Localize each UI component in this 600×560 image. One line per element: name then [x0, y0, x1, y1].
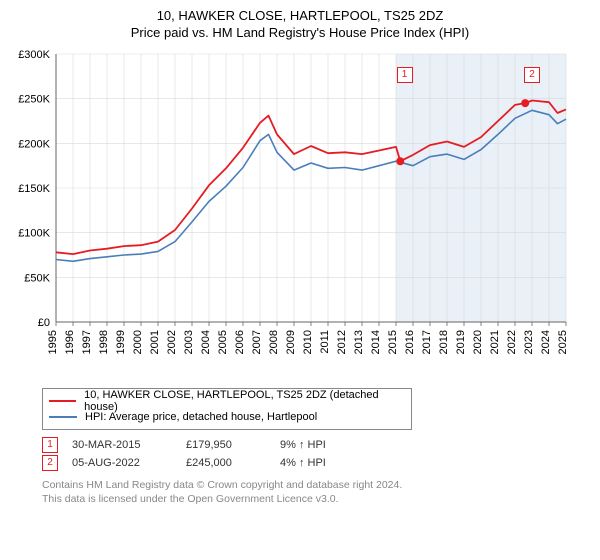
callout-box: 2 — [524, 67, 540, 83]
legend-swatch-1 — [49, 400, 76, 402]
footer-line2: This data is licensed under the Open Gov… — [42, 492, 582, 506]
svg-text:1997: 1997 — [81, 330, 93, 354]
svg-text:2007: 2007 — [251, 330, 263, 354]
svg-text:2013: 2013 — [353, 330, 365, 354]
transaction-delta: 9% ↑ HPI — [280, 439, 380, 451]
svg-text:2003: 2003 — [183, 330, 195, 354]
transaction-delta: 4% ↑ HPI — [280, 457, 380, 469]
svg-text:2014: 2014 — [370, 330, 382, 354]
svg-text:1998: 1998 — [98, 330, 110, 354]
svg-text:2021: 2021 — [489, 330, 501, 354]
svg-text:2020: 2020 — [472, 330, 484, 354]
svg-text:2023: 2023 — [523, 330, 535, 354]
svg-text:2017: 2017 — [421, 330, 433, 354]
svg-text:2022: 2022 — [506, 330, 518, 354]
legend-item-1: 10, HAWKER CLOSE, HARTLEPOOL, TS25 2DZ (… — [49, 393, 405, 409]
svg-text:£100K: £100K — [18, 228, 50, 240]
svg-text:£200K: £200K — [18, 138, 50, 150]
svg-text:£0: £0 — [38, 317, 50, 329]
transaction-price: £245,000 — [186, 457, 266, 469]
chart-area: £0 £50K £100K £150K £200K £250K £300K 1995 1996 1… — [10, 48, 590, 378]
svg-text:2011: 2011 — [319, 330, 331, 354]
legend-label-2: HPI: Average price, detached house, Hart… — [85, 411, 317, 423]
svg-text:2024: 2024 — [540, 330, 552, 354]
line-chart-svg: £0 £50K £100K £150K £200K £250K £300K 1995 1996 1… — [10, 48, 570, 378]
svg-text:£150K: £150K — [18, 183, 50, 195]
transaction-table: 1 30-MAR-2015 £179,950 9% ↑ HPI 2 05-AUG… — [42, 436, 582, 472]
footer: Contains HM Land Registry data © Crown c… — [42, 478, 582, 506]
transaction-row: 1 30-MAR-2015 £179,950 9% ↑ HPI — [42, 436, 582, 454]
svg-text:2009: 2009 — [285, 330, 297, 354]
svg-text:2019: 2019 — [455, 330, 467, 354]
title-line2: Price paid vs. HM Land Registry's House … — [10, 25, 590, 40]
svg-text:1999: 1999 — [115, 330, 127, 354]
svg-text:£50K: £50K — [24, 272, 50, 284]
legend: 10, HAWKER CLOSE, HARTLEPOOL, TS25 2DZ (… — [42, 388, 412, 430]
legend-label-1: 10, HAWKER CLOSE, HARTLEPOOL, TS25 2DZ (… — [84, 389, 405, 413]
svg-text:£300K: £300K — [18, 49, 50, 61]
callout-box: 1 — [397, 67, 413, 83]
svg-text:2008: 2008 — [268, 330, 280, 354]
legend-swatch-2 — [49, 416, 77, 418]
svg-text:2005: 2005 — [217, 330, 229, 354]
svg-text:£250K: £250K — [18, 94, 50, 106]
transaction-date: 30-MAR-2015 — [72, 439, 172, 451]
svg-text:2010: 2010 — [302, 330, 314, 354]
svg-text:2025: 2025 — [557, 330, 569, 354]
transaction-price: £179,950 — [186, 439, 266, 451]
transaction-date: 05-AUG-2022 — [72, 457, 172, 469]
footer-line1: Contains HM Land Registry data © Crown c… — [42, 478, 582, 492]
transaction-row: 2 05-AUG-2022 £245,000 4% ↑ HPI — [42, 454, 582, 472]
svg-text:2016: 2016 — [404, 330, 416, 354]
svg-text:2004: 2004 — [200, 330, 212, 354]
svg-text:2018: 2018 — [438, 330, 450, 354]
svg-text:2001: 2001 — [149, 330, 161, 354]
svg-text:2002: 2002 — [166, 330, 178, 354]
title-line1: 10, HAWKER CLOSE, HARTLEPOOL, TS25 2DZ — [10, 8, 590, 23]
chart-container: 10, HAWKER CLOSE, HARTLEPOOL, TS25 2DZ P… — [0, 0, 600, 514]
svg-text:2012: 2012 — [336, 330, 348, 354]
transaction-index: 1 — [42, 437, 58, 453]
svg-text:2006: 2006 — [234, 330, 246, 354]
svg-text:2015: 2015 — [387, 330, 399, 354]
svg-text:1996: 1996 — [64, 330, 76, 354]
svg-text:1995: 1995 — [47, 330, 59, 354]
svg-text:2000: 2000 — [132, 330, 144, 354]
transaction-index: 2 — [42, 455, 58, 471]
